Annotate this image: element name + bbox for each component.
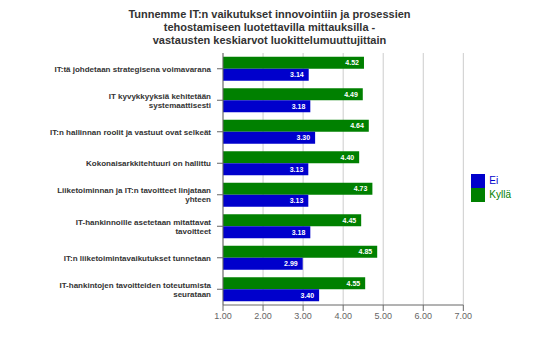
svg-text:7.00: 7.00 (455, 311, 473, 321)
html-text:vastausten keskiarvot luokitte: vastausten keskiarvot luokittelumuuttuji… (152, 34, 387, 46)
svg-text:3.13: 3.13 (290, 197, 304, 204)
svg-text:IT:n hallinnan roolit ja vastu: IT:n hallinnan roolit ja vastuut ovat se… (50, 127, 211, 136)
svg-text:3.14: 3.14 (290, 71, 304, 78)
svg-text:Kokonaisarkkitehtuuri on halli: Kokonaisarkkitehtuuri on hallittu (86, 159, 211, 168)
svg-text:3.18: 3.18 (292, 229, 306, 236)
svg-text:4.45: 4.45 (343, 217, 357, 224)
svg-text:Liiketoiminnan ja IT:n tavoitt: Liiketoiminnan ja IT:n tavoitteet linjat… (57, 186, 211, 204)
svg-text:4.52: 4.52 (345, 59, 359, 66)
html-text:tehostamiseen luotettavilla mi: tehostamiseen luotettavilla mittauksilla… (163, 21, 376, 33)
svg-text:3.40: 3.40 (301, 292, 315, 299)
svg-text:2.99: 2.99 (284, 260, 298, 267)
svg-text:6.00: 6.00 (414, 311, 432, 321)
svg-text:4.55: 4.55 (347, 280, 361, 287)
svg-text:3.30: 3.30 (296, 134, 310, 141)
svg-text:2.00: 2.00 (254, 311, 272, 321)
svg-text:IT:n liiketoimintavaikutukset: IT:n liiketoimintavaikutukset tunnetaan (64, 253, 211, 262)
svg-text:4.00: 4.00 (334, 311, 352, 321)
svg-text:IT-hankintojen tavoitteiden to: IT-hankintojen tavoitteiden toteutumista… (59, 280, 211, 298)
svg-text:4.40: 4.40 (341, 154, 355, 161)
svg-text:3.18: 3.18 (292, 103, 306, 110)
svg-text:IT kyvykkyyksiä kehitetäänsyst: IT kyvykkyyksiä kehitetäänsystemaattises… (109, 91, 211, 109)
html-text:Ei: Ei (489, 174, 499, 186)
svg-text:4.49: 4.49 (344, 91, 358, 98)
svg-text:3.13: 3.13 (290, 166, 304, 173)
svg-text:5.00: 5.00 (374, 311, 392, 321)
svg-text:1.00: 1.00 (214, 311, 232, 321)
svg-text:4.73: 4.73 (354, 185, 368, 192)
svg-text:4.85: 4.85 (359, 248, 373, 255)
svg-text:4.64: 4.64 (350, 122, 364, 129)
html-text:Kyllä: Kyllä (489, 188, 511, 200)
svg-text:IT:tä johdetaan strategisena v: IT:tä johdetaan strategisena voimavarana (55, 64, 212, 73)
html-text:Tunnemme IT:n vaikutukset inno: Tunnemme IT:n vaikutukset innovointiin j… (128, 8, 411, 20)
svg-text:IT-hankinnoille asetetaan mita: IT-hankinnoille asetetaan mitattavattavo… (76, 217, 211, 235)
svg-text:3.00: 3.00 (294, 311, 312, 321)
